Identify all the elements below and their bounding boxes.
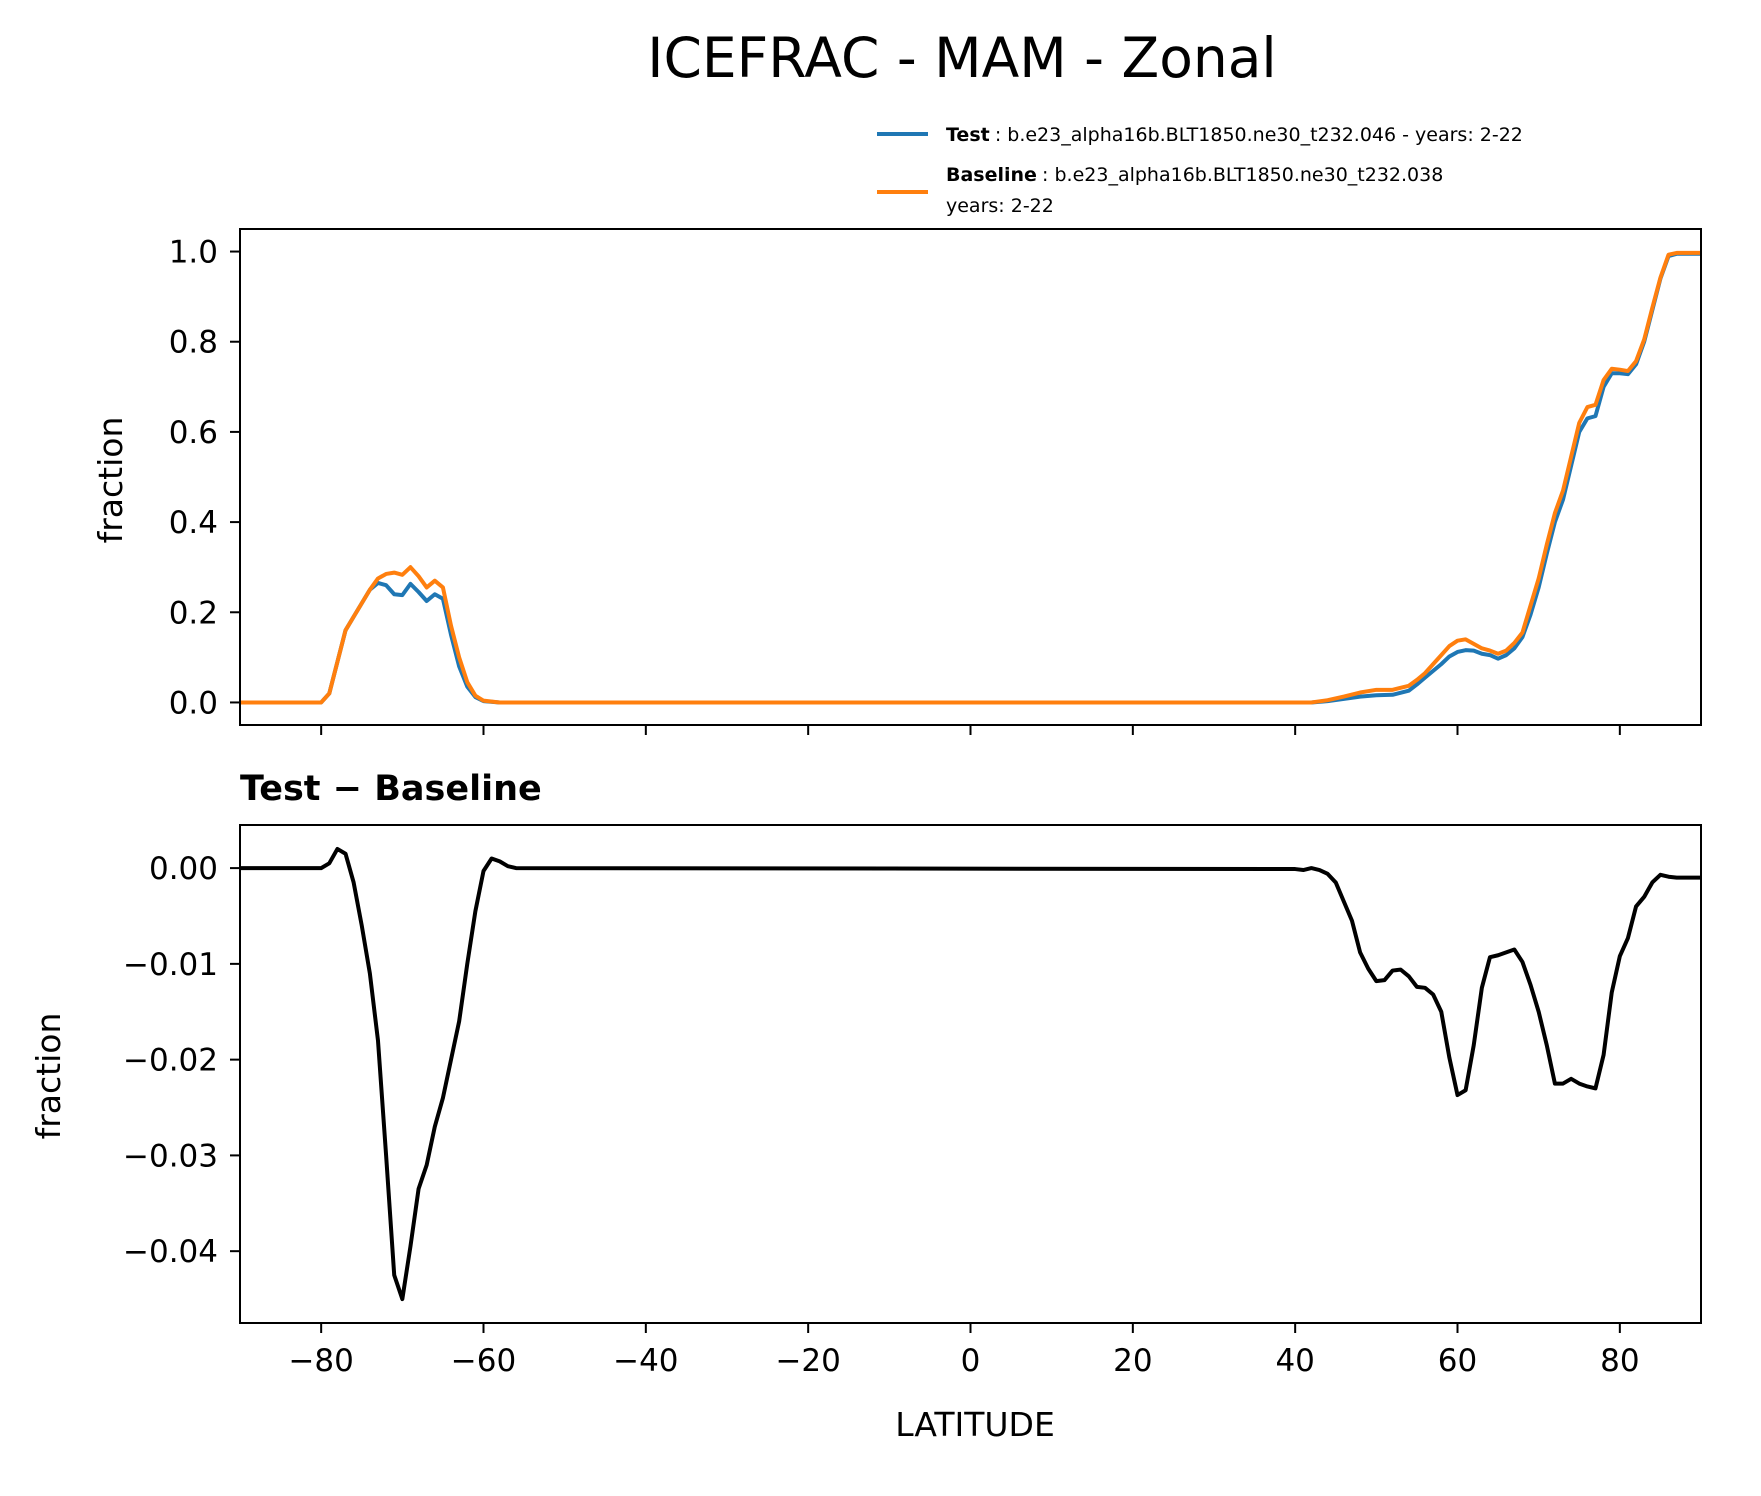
top-y-axis-label: fraction [91,417,130,544]
bottom-y-tick-label: 0.00 [149,851,218,887]
bottom-x-ticks: −80 −60 −40 −20 0 20 40 60 80 [288,1323,1640,1379]
x-tick-label: −60 [451,1343,516,1379]
top-y-tick-label: 0.0 [169,685,218,721]
bottom-y-ticks: 0.00 −0.01 −0.02 −0.03 −0.04 [123,851,240,1270]
x-tick-label: −80 [288,1343,353,1379]
top-x-ticks [320,725,1621,735]
bottom-y-tick-label: −0.02 [123,1043,218,1079]
top-series-group [240,250,1701,705]
x-tick-label: 0 [961,1343,981,1379]
chart-title: ICEFRAC - MAM - Zonal [647,26,1276,90]
x-tick-label: 80 [1600,1343,1639,1379]
top-panel: 0.0 0.2 0.4 0.6 0.8 1.0 fraction [91,228,1702,735]
top-y-tick-label: 0.6 [169,415,218,451]
x-tick-label: 20 [1113,1343,1152,1379]
x-tick-label: 60 [1438,1343,1477,1379]
bottom-y-tick-label: −0.03 [123,1138,218,1174]
x-tick-label: −20 [775,1343,840,1379]
bottom-y-tick-label: −0.01 [123,947,218,983]
top-y-tick-label: 0.8 [169,325,218,361]
bottom-panel-frame [239,824,1702,1324]
bottom-y-tick-label: −0.04 [123,1234,218,1270]
top-series-line-1 [240,251,1701,705]
x-tick-label: −40 [613,1343,678,1379]
top-y-ticks: 0.0 0.2 0.4 0.6 0.8 1.0 [169,235,240,721]
top-series-line-2 [240,250,1701,705]
x-tick-label: 40 [1275,1343,1314,1379]
top-y-tick-label: 1.0 [169,235,218,271]
top-y-tick-label: 0.4 [169,505,218,541]
bottom-panel-subtitle: Test − Baseline [240,769,542,809]
legend: Test : b.e23_alpha16b.BLT1850.ne30_t232.… [877,124,1523,217]
bottom-panel: Test − Baseline −80 −60 −40 −20 0 20 40 60 80 0.… [29,769,1702,1444]
top-y-tick-label: 0.2 [169,595,218,631]
bottom-series-group [240,846,1701,1302]
bottom-y-axis-label: fraction [29,1013,68,1140]
legend-entry-test: Test : b.e23_alpha16b.BLT1850.ne30_t232.… [946,124,1523,146]
legend-entry-baseline: Baseline : b.e23_alpha16b.BLT1850.ne30_t… [946,164,1443,186]
bottom-series-line-1 [240,846,1701,1302]
x-axis-label: LATITUDE [895,1405,1055,1444]
legend-entry-baseline-years: years: 2-22 [946,195,1054,217]
